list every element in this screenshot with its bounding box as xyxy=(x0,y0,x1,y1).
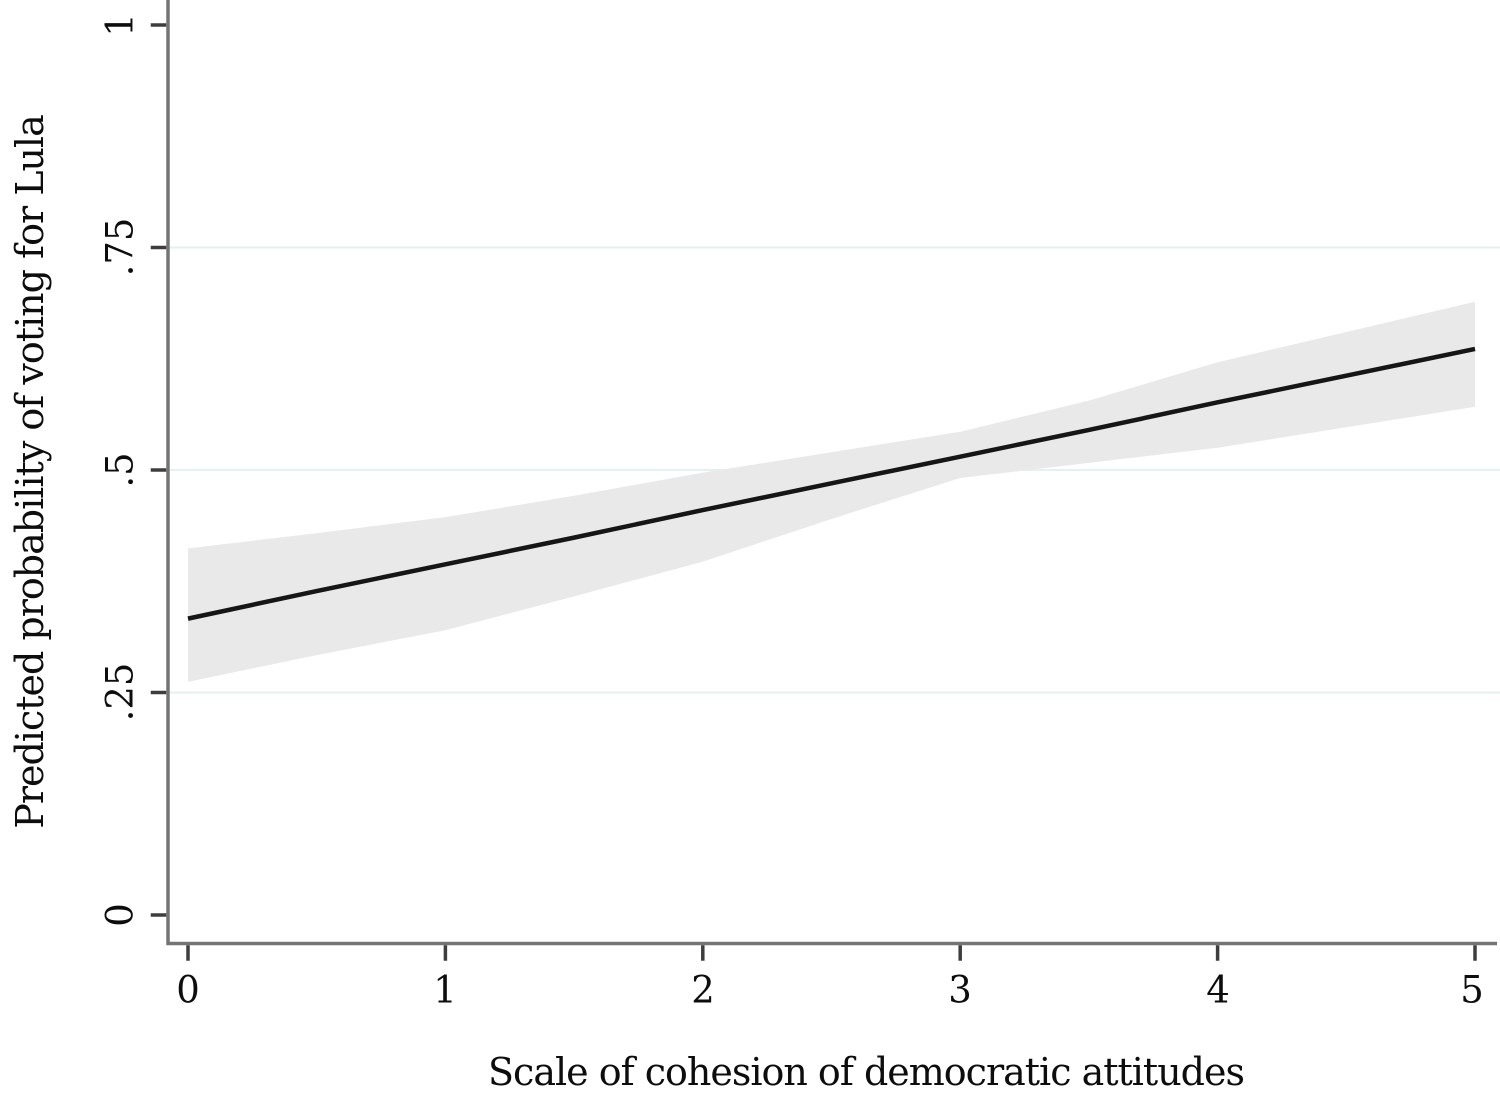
x-tick-label-5: 5 xyxy=(1460,968,1484,1012)
x-axis-title: Scale of cohesion of democratic attitude… xyxy=(488,1050,1245,1094)
y-tick-label-75: .75 xyxy=(98,217,142,277)
y-tick-label-50: .5 xyxy=(98,452,142,488)
x-tick-label-0: 0 xyxy=(176,968,200,1012)
y-tick-label-100: 1 xyxy=(98,13,142,37)
y-tick-label-25: .25 xyxy=(98,662,142,722)
x-tick-label-3: 3 xyxy=(948,968,972,1012)
confidence-interval-band xyxy=(188,301,1475,682)
x-tick-label-1: 1 xyxy=(433,968,457,1012)
x-tick-label-2: 2 xyxy=(691,968,715,1012)
y-tick-label-0: 0 xyxy=(98,903,142,927)
fit-line xyxy=(187,346,1476,621)
y-axis-title: Predicted probability of voting for Lula xyxy=(8,115,52,829)
x-tick-label-4: 4 xyxy=(1206,968,1230,1012)
